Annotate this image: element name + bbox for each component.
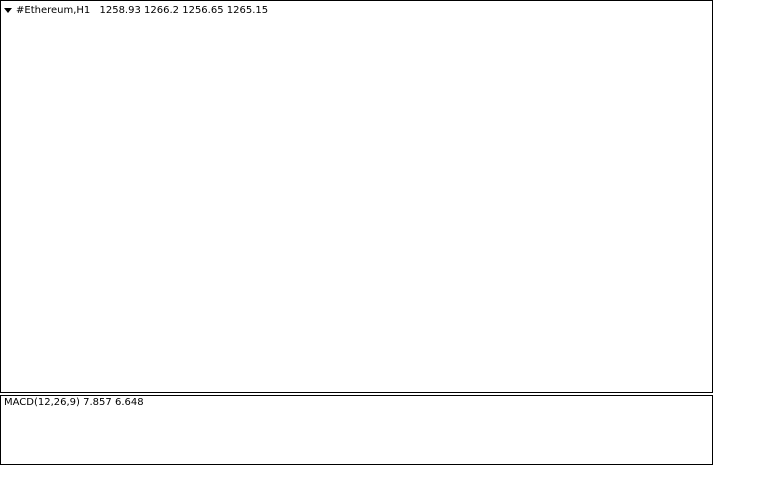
macd-panel-border [0,395,713,465]
chart-title: #Ethereum,H1 1258.93 1266.2 1256.65 1265… [16,5,268,16]
low: 1256.65 [182,5,223,16]
price-panel-border [0,0,713,393]
menu-arrow[interactable] [4,8,12,13]
open: 1258.93 [99,5,140,16]
macd-name: MACD(12,26,9) [4,397,80,408]
high: 1266.2 [144,5,179,16]
symbol: #Ethereum,H1 [16,5,90,16]
macd-title: MACD(12,26,9) 7.857 6.648 [4,397,144,408]
macd-value: 7.857 [83,397,112,408]
close: 1265.15 [227,5,268,16]
signal-value: 6.648 [115,397,144,408]
